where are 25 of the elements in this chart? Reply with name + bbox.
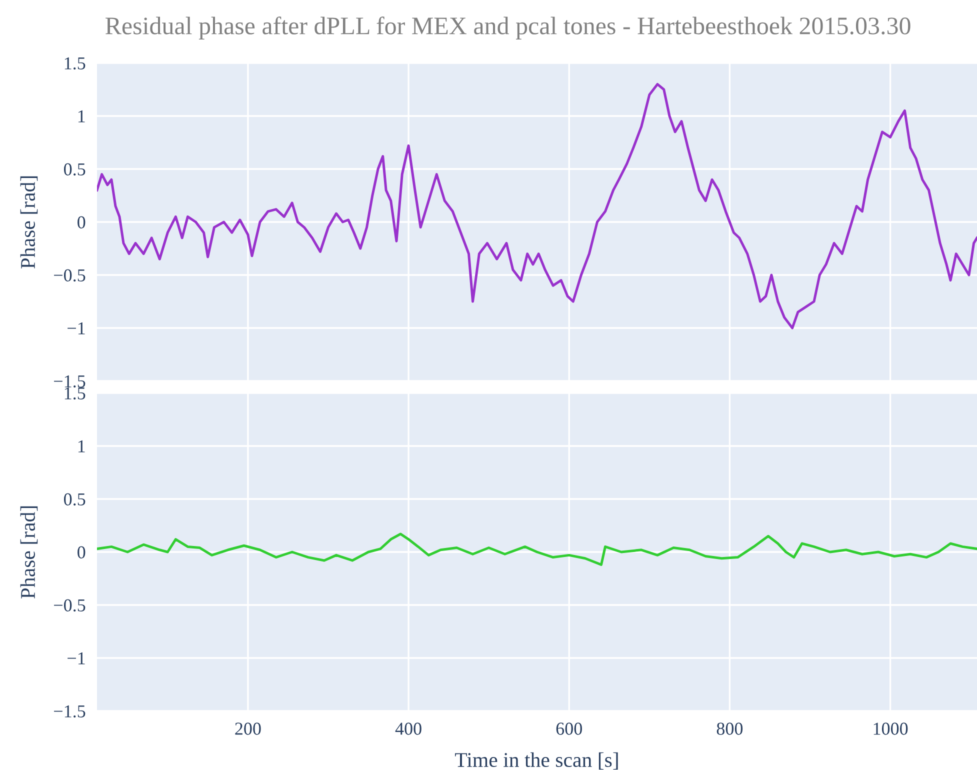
y-tick-label: 1.5	[64, 387, 86, 400]
y-tick-label: 0	[78, 216, 86, 228]
y-tick-label: −1	[68, 322, 85, 334]
line-series	[97, 82, 977, 330]
x-axis-title: Time in the scan [s]	[455, 752, 618, 770]
y-tick-label: −0.5	[54, 269, 86, 282]
line-series	[97, 532, 977, 566]
x-tick-label: 800	[716, 722, 743, 735]
y-tick-label: −1.5	[54, 705, 86, 718]
y-tick-label: −0.5	[54, 599, 86, 612]
y-axis-title: Phase [rad]	[20, 176, 38, 269]
y-tick-label: 1	[78, 440, 85, 452]
y-tick-label: 0.5	[64, 163, 86, 176]
y-axis-title: Phase [rad]	[20, 506, 38, 599]
y-tick-label: 1.5	[64, 57, 86, 70]
y-tick-label: −1.5	[54, 375, 86, 388]
y-tick-label: 1	[78, 110, 85, 122]
x-tick-label: 1000	[874, 722, 908, 735]
y-tick-label: −1	[68, 652, 85, 664]
y-tick-label: 0.5	[64, 493, 86, 506]
x-tick-label: 600	[556, 722, 582, 735]
x-tick-label: 200	[235, 722, 261, 735]
chart-title: Residual phase after dPLL for MEX and pcal tones - Hartebeesthoek 2015.03.30	[106, 16, 910, 40]
x-tick-label: 400	[395, 722, 422, 735]
y-tick-label: 0	[78, 546, 86, 558]
